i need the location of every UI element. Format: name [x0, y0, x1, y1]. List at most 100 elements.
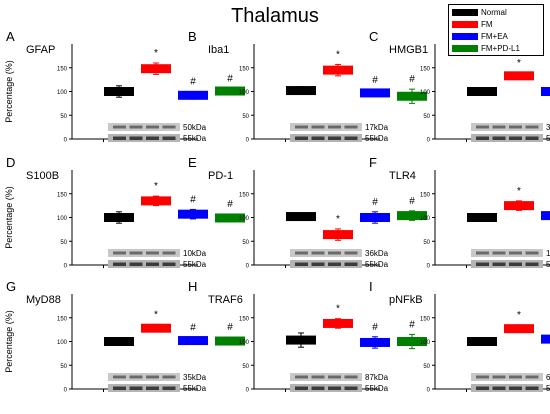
- y-tick-label-g-150: 150: [57, 316, 68, 322]
- blot-band-target-f-1: [492, 251, 506, 255]
- blot-band-control-d-2: [146, 262, 159, 266]
- blot-band-control-e-0: [295, 262, 308, 266]
- blot-band-target-e-2: [328, 251, 341, 255]
- y-tick-label-i-150: 150: [420, 316, 431, 322]
- y-tick-label-a-100: 100: [57, 90, 68, 96]
- significance-mark-g-2: #: [190, 323, 196, 334]
- y-tick-label-b-100: 100: [239, 90, 250, 96]
- blot-band-control-g-3: [162, 386, 176, 390]
- blot-band-control-f-3: [525, 262, 539, 266]
- blot-band-control-b-3: [344, 136, 358, 140]
- blot-band-control-d-0: [113, 262, 126, 266]
- bar-i-2: [541, 334, 550, 344]
- blot-band-control-c-2: [509, 136, 522, 140]
- y-tick-label-i-50: 50: [423, 364, 430, 370]
- bar-b-1: [323, 65, 353, 75]
- blot-band-control-d-3: [162, 262, 176, 266]
- blot-band-target-e-1: [311, 251, 325, 255]
- significance-mark-e-1: *: [336, 214, 340, 225]
- legend-swatch-fm-pdl1: [452, 45, 478, 53]
- bar-f-0: [467, 213, 497, 222]
- bar-a-3: [215, 86, 245, 96]
- bar-c-1: [504, 71, 534, 81]
- panel-title-c: HMGB1: [389, 44, 428, 56]
- panel-title-i: pNFkB: [389, 294, 423, 306]
- blot-strip-target-h: [290, 373, 362, 381]
- legend-label-normal: Normal: [481, 8, 507, 17]
- panel-title-b: Iba1: [208, 44, 229, 56]
- significance-mark-b-2: #: [372, 75, 378, 86]
- blot-band-control-f-1: [492, 262, 506, 266]
- blot-label-target-g: 35kDa: [183, 373, 207, 382]
- blot-band-target-i-2: [509, 375, 522, 379]
- blot-band-target-d-3: [162, 251, 176, 255]
- figure-title: Thalamus: [231, 5, 319, 27]
- y-tick-label-g-0: 0: [64, 388, 68, 394]
- panel-letter-e: E: [188, 155, 197, 170]
- blot-band-target-i-0: [476, 375, 489, 379]
- significance-mark-e-2: #: [372, 197, 378, 208]
- bar-a-2: [178, 90, 208, 100]
- blot-strip-control-c: [471, 134, 543, 142]
- blot-band-control-a-3: [162, 136, 176, 140]
- y-tick-label-e-100: 100: [239, 216, 250, 222]
- blot-strip-control-e: [290, 260, 362, 268]
- bar-b-2: [360, 88, 390, 98]
- y-tick-label-f-100: 100: [420, 216, 431, 222]
- blot-band-control-h-2: [328, 386, 341, 390]
- blot-band-control-b-0: [295, 136, 308, 140]
- blot-band-control-i-0: [476, 386, 489, 390]
- blot-label-control-c: 55kDa: [546, 134, 550, 143]
- blot-strip-control-h: [290, 384, 362, 392]
- blot-band-target-e-0: [295, 251, 308, 255]
- y-axis-label-a: Percentage (%): [4, 60, 14, 123]
- blot-strip-target-g: [108, 373, 180, 381]
- blot-strip-control-g: [108, 384, 180, 392]
- blot-label-target-b: 17kDa: [365, 123, 389, 132]
- blot-band-control-a-0: [113, 136, 126, 140]
- y-tick-label-h-150: 150: [239, 316, 250, 322]
- bar-i-1: [504, 324, 534, 334]
- bar-h-2: [360, 337, 390, 347]
- legend: Normal FM FM+EA FM+PD-L1: [448, 4, 544, 56]
- blot-band-target-h-0: [295, 375, 308, 379]
- y-tick-label-i-100: 100: [420, 340, 431, 346]
- bar-b-0: [286, 86, 316, 96]
- bar-d-1: [141, 196, 171, 206]
- y-tick-label-f-0: 0: [427, 264, 431, 270]
- blot-band-target-d-1: [129, 251, 143, 255]
- blot-band-target-b-1: [311, 125, 325, 129]
- blot-band-target-a-1: [129, 125, 143, 129]
- blot-band-control-i-3: [525, 386, 539, 390]
- bar-b-3: [397, 91, 427, 101]
- y-tick-label-g-100: 100: [57, 340, 68, 346]
- blot-band-target-f-2: [509, 251, 522, 255]
- significance-mark-h-2: #: [372, 322, 378, 333]
- legend-swatch-fm-ea: [452, 33, 478, 41]
- panel-title-e: PD-1: [208, 170, 233, 182]
- bar-f-2: [541, 211, 550, 221]
- blot-strip-control-f: [471, 260, 543, 268]
- bar-a-0: [104, 87, 134, 96]
- legend-item-fm-ea: FM+EA: [452, 31, 508, 43]
- blot-label-target-c: 30kDa: [546, 123, 550, 132]
- significance-mark-a-2: #: [190, 77, 196, 88]
- panel-letter-a: A: [6, 29, 15, 44]
- blot-band-target-h-3: [344, 375, 358, 379]
- y-tick-label-f-150: 150: [420, 192, 431, 198]
- bar-e-1: [323, 230, 353, 240]
- panel-title-g: MyD88: [26, 294, 61, 306]
- y-tick-label-c-150: 150: [420, 66, 431, 72]
- blot-band-control-i-1: [492, 386, 506, 390]
- y-tick-label-b-50: 50: [242, 114, 249, 120]
- significance-mark-h-3: #: [409, 319, 415, 330]
- y-tick-label-g-50: 50: [60, 364, 67, 370]
- blot-strip-control-a: [108, 134, 180, 142]
- y-tick-label-b-150: 150: [239, 66, 250, 72]
- blot-band-target-c-1: [492, 125, 506, 129]
- blot-band-target-g-3: [162, 375, 176, 379]
- bar-d-0: [104, 213, 134, 222]
- blot-strip-control-d: [108, 260, 180, 268]
- blot-band-control-a-1: [129, 136, 143, 140]
